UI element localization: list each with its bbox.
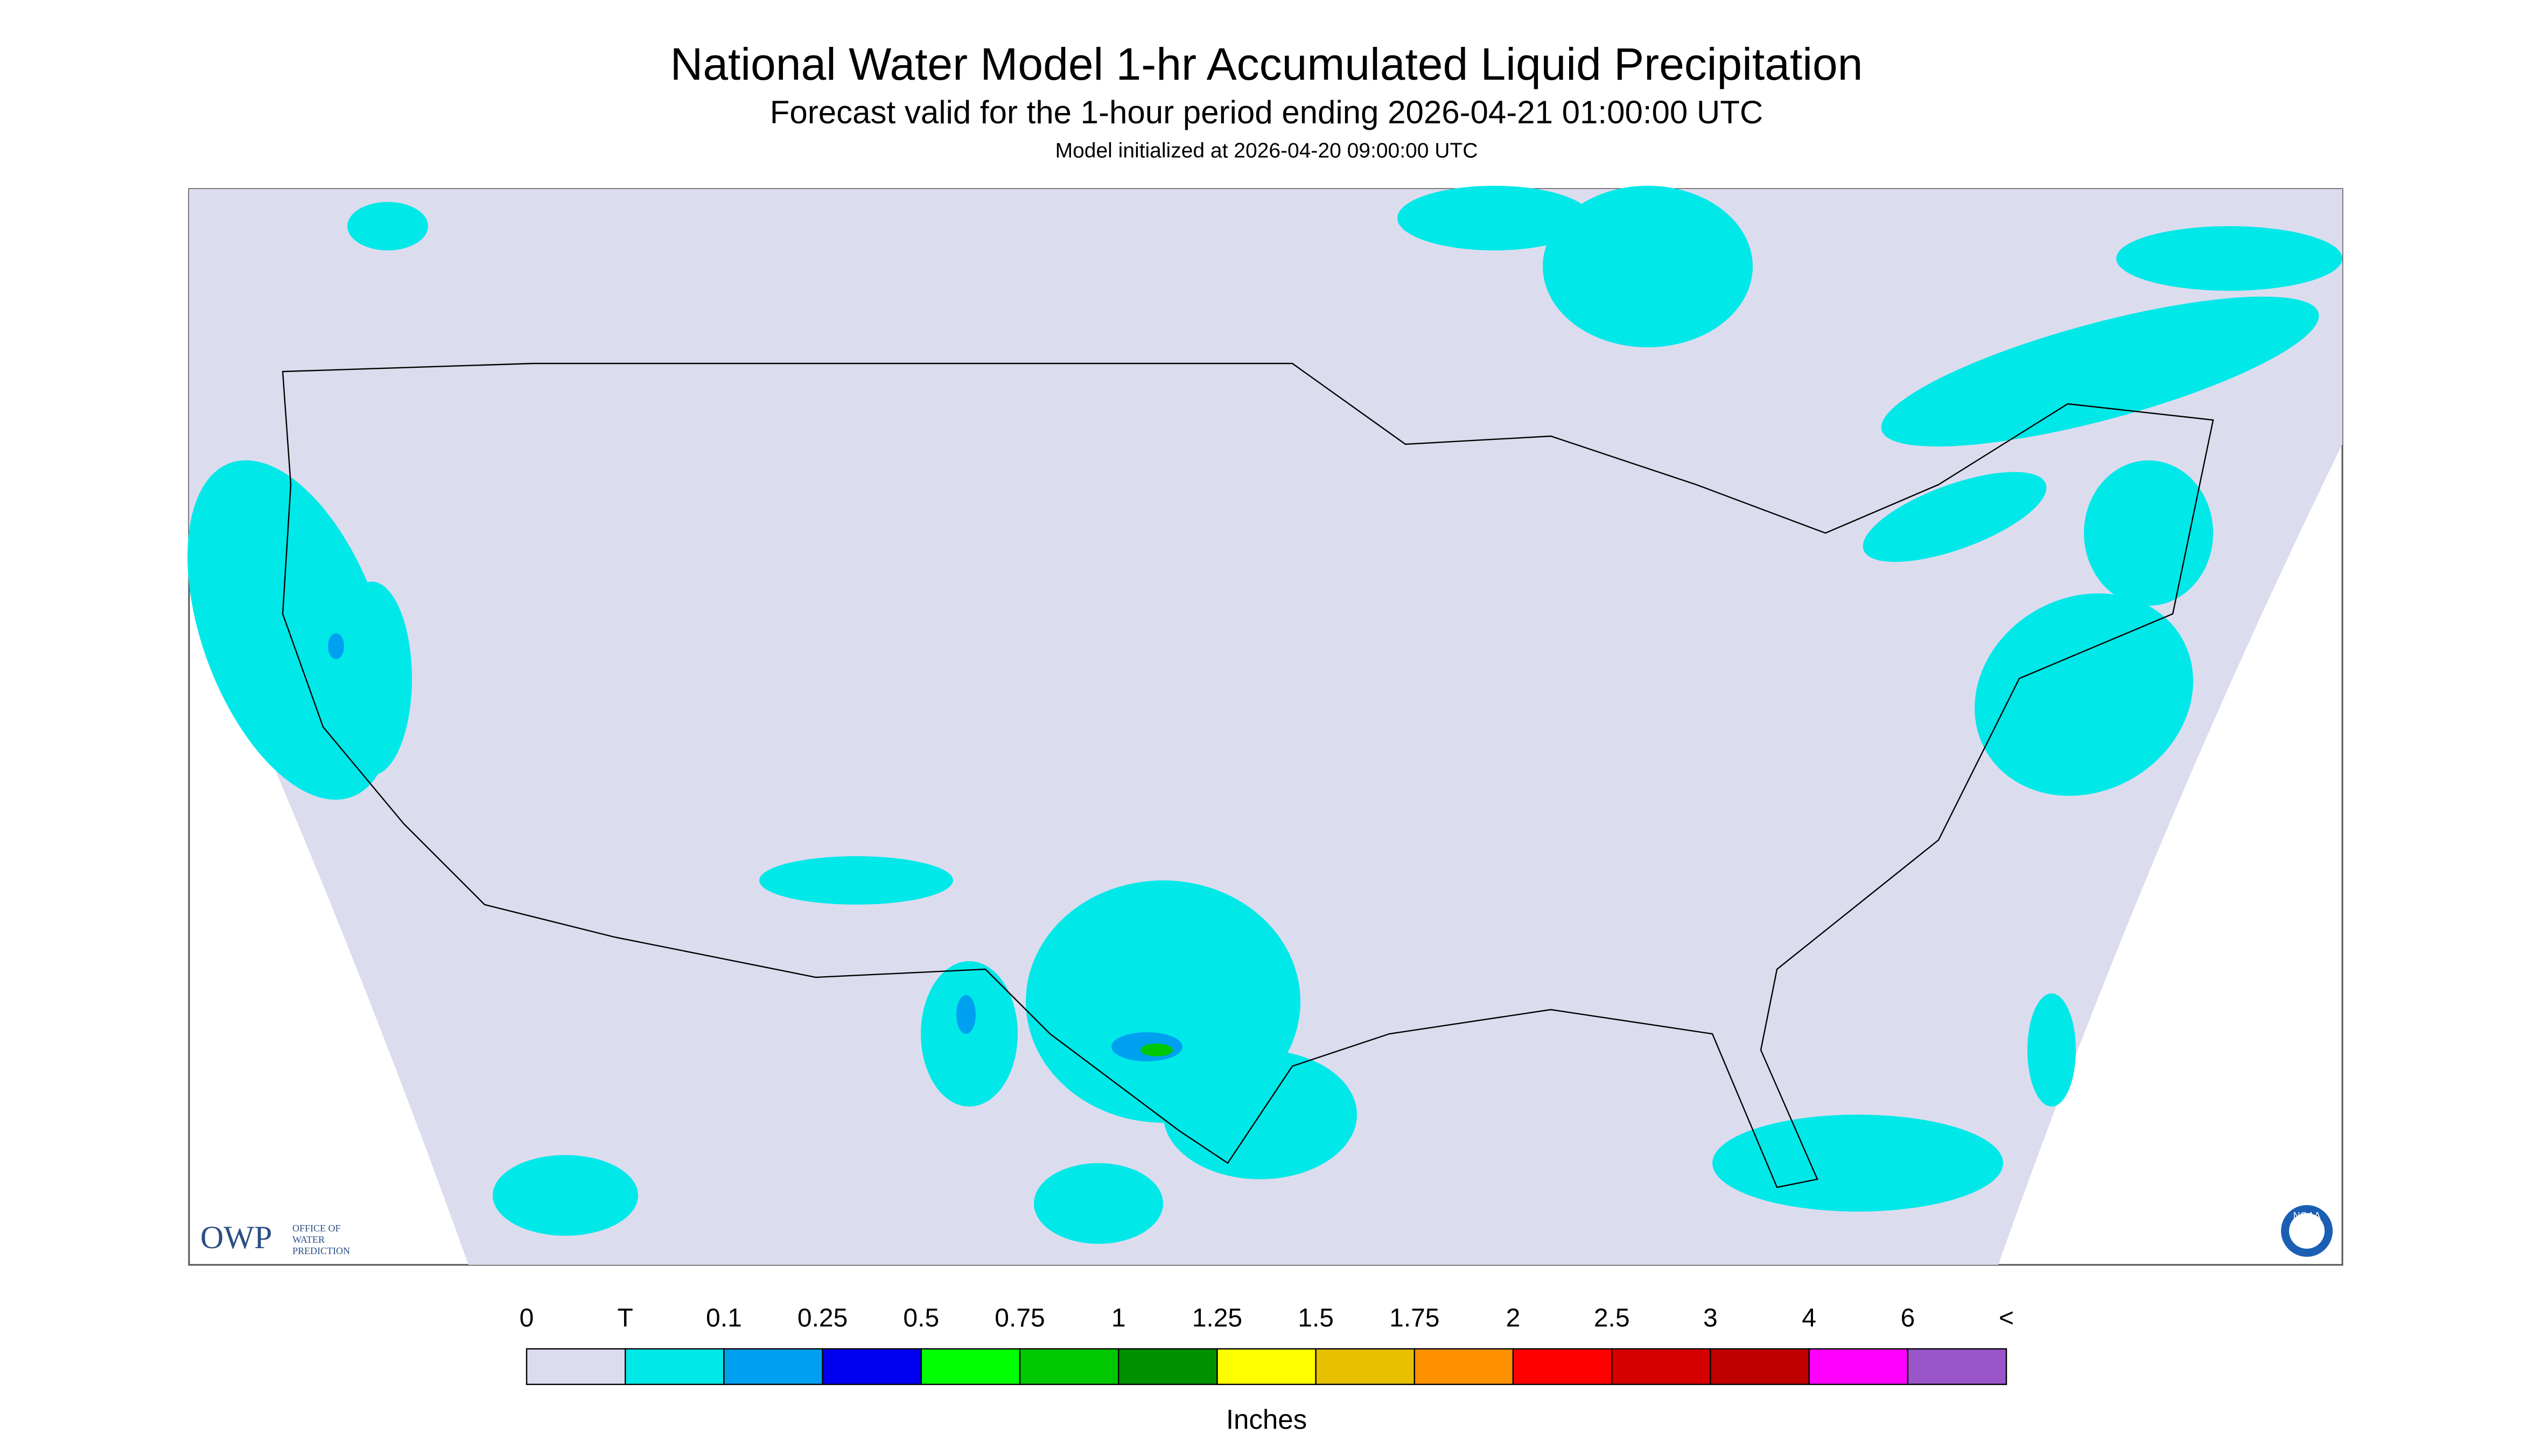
legend-label: T	[618, 1304, 633, 1333]
owp-text: PREDICTION	[292, 1245, 350, 1256]
legend-label: 2	[1506, 1304, 1521, 1333]
legend-swatch	[1216, 1348, 1317, 1385]
precip-areas	[187, 186, 2342, 1244]
legend-label: 6	[1900, 1304, 1915, 1333]
legend-swatch	[723, 1348, 823, 1385]
owp-logo: OWP OFFICE OF WATER PREDICTION	[200, 1220, 350, 1256]
legend-label: 3	[1703, 1304, 1718, 1333]
owp-mark: OWP	[200, 1220, 272, 1255]
legend: 0 T 0.1 0.25 0.5 0.75 1 1.25 1.5 1.75 2 2.5 3 4 6 <	[520, 1304, 2014, 1385]
legend-swatch	[1512, 1348, 1613, 1385]
legend-label: 1.75	[1389, 1304, 1439, 1333]
owp-text: WATER	[292, 1234, 325, 1245]
legend-swatch	[1808, 1348, 1909, 1385]
legend-swatch	[625, 1348, 725, 1385]
legend-swatch	[1611, 1348, 1711, 1385]
legend-swatch	[1315, 1348, 1415, 1385]
legend-label: 1	[1111, 1304, 1126, 1333]
title: National Water Model 1-hr Accumulated Li…	[670, 39, 1863, 89]
legend-swatch	[1414, 1348, 1514, 1385]
legend-label: 0.25	[797, 1304, 848, 1333]
legend-label: <	[1999, 1304, 2014, 1333]
legend-label: 0.5	[903, 1304, 939, 1333]
subtitle: Forecast valid for the 1-hour period end…	[770, 94, 1763, 130]
legend-unit: Inches	[1226, 1404, 1307, 1434]
legend-label: 2.5	[1594, 1304, 1630, 1333]
legend-label: 0.75	[995, 1304, 1045, 1333]
model-domain	[189, 189, 2342, 1265]
legend-swatch	[1118, 1348, 1218, 1385]
legend-swatch	[526, 1348, 626, 1385]
legend-swatch	[822, 1348, 922, 1385]
map: OWP OFFICE OF WATER PREDICTION NOAA	[187, 186, 2343, 1266]
heavier-precip	[328, 633, 1182, 1062]
legend-label: 1.25	[1192, 1304, 1242, 1333]
legend-label: 0	[520, 1304, 534, 1333]
owp-text: OFFICE OF	[292, 1223, 341, 1234]
legend-swatch	[1907, 1348, 2007, 1385]
legend-label: 4	[1802, 1304, 1816, 1333]
legend-swatch	[1710, 1348, 1810, 1385]
noaa-logo: NOAA	[2281, 1205, 2333, 1257]
noaa-text: NOAA	[2293, 1210, 2320, 1221]
init-note: Model initialized at 2026-04-20 09:00:00…	[1055, 139, 1478, 162]
legend-label: 1.5	[1298, 1304, 1334, 1333]
legend-swatch	[920, 1348, 1021, 1385]
legend-label: 0.1	[706, 1304, 742, 1333]
legend-swatch	[1019, 1348, 1119, 1385]
us-outline	[282, 362, 2214, 1188]
